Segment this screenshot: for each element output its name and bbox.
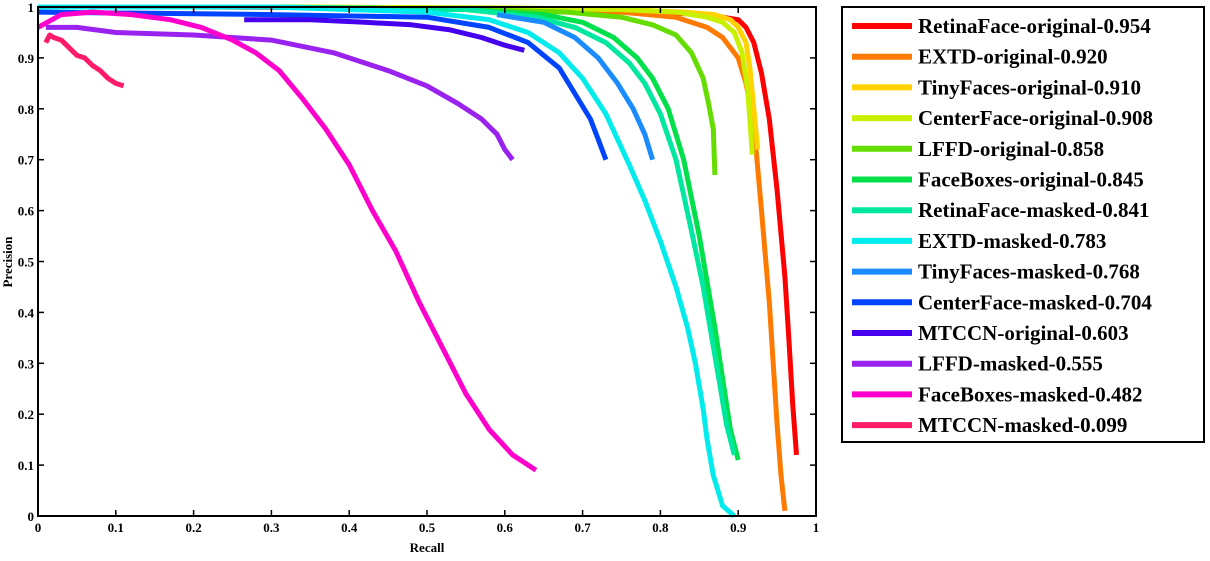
y-tick-label: 0.9 [18, 51, 35, 66]
series-line-12 [36, 9, 538, 473]
legend-label: MTCCN-masked-0.099 [918, 413, 1127, 437]
legend-label: CenterFace-original-0.908 [918, 106, 1153, 130]
y-axis-title: Precision [0, 236, 15, 288]
x-tick-label: 0.1 [108, 520, 124, 535]
legend-label: TinyFaces-original-0.910 [918, 75, 1141, 99]
legend-label: FaceBoxes-masked-0.482 [918, 382, 1143, 406]
x-tick-label: 0.6 [497, 520, 514, 535]
series-line-1 [38, 4, 788, 512]
legend-box [841, 6, 1205, 443]
series-line-0 [38, 4, 799, 456]
legend-item: LFFD-original-0.858 [852, 137, 1104, 161]
series-line-8 [496, 12, 655, 161]
series-line-7 [38, 4, 736, 518]
legend-label: RetinaFace-original-0.954 [918, 14, 1151, 38]
legend-item: TinyFaces-masked-0.768 [852, 260, 1140, 284]
x-tick-label: 0.4 [341, 520, 358, 535]
x-tick-label: 0 [35, 520, 42, 535]
legend-item: FaceBoxes-original-0.845 [852, 168, 1144, 192]
legend-item: MTCCN-original-0.603 [852, 321, 1129, 345]
axis-ticks: 0 0.1 0.2 0.3 0.4 0.5 0.6 0.7 0.8 0.9 1 0 0.1 0.2 0.3 0… [18, 0, 820, 535]
legend: RetinaFace-original-0.954 EXTD-original-0… [841, 6, 1205, 443]
legend-item: LFFD-masked-0.555 [852, 352, 1103, 376]
legend-item: TinyFaces-original-0.910 [852, 75, 1141, 99]
legend-item: FaceBoxes-masked-0.482 [852, 382, 1143, 406]
legend-label: MTCCN-original-0.603 [918, 321, 1129, 345]
series-line-10 [244, 17, 525, 53]
legend-label: TinyFaces-masked-0.768 [918, 260, 1140, 284]
legend-label: EXTD-original-0.920 [918, 45, 1108, 69]
legend-label: EXTD-masked-0.783 [918, 229, 1106, 253]
x-tick-label: 0.9 [730, 520, 747, 535]
legend-item: EXTD-original-0.920 [852, 45, 1108, 69]
x-axis-title: Recall [410, 540, 445, 555]
series-line-9 [37, 9, 609, 161]
y-tick-label: 1 [28, 0, 35, 15]
x-tick-label: 0.3 [263, 520, 280, 535]
legend-item: MTCCN-masked-0.099 [852, 413, 1127, 437]
legend-label: CenterFace-masked-0.704 [918, 290, 1152, 314]
x-tick-label: 0.8 [652, 520, 669, 535]
legend-label: RetinaFace-masked-0.841 [918, 198, 1150, 222]
y-tick-label: 0.7 [18, 153, 35, 168]
legend-label: LFFD-original-0.858 [918, 137, 1104, 161]
x-tick-label: 0.7 [574, 520, 591, 535]
legend-label: LFFD-masked-0.555 [918, 352, 1103, 376]
y-tick-label: 0.1 [18, 458, 34, 473]
legend-item: RetinaFace-original-0.954 [852, 14, 1151, 38]
legend-item: RetinaFace-masked-0.841 [852, 198, 1150, 222]
y-tick-label: 0.8 [18, 102, 35, 117]
curves-layer [36, 4, 799, 518]
y-tick-label: 0 [28, 509, 35, 524]
legend-item: CenterFace-masked-0.704 [852, 290, 1152, 314]
legend-item: EXTD-masked-0.783 [852, 229, 1106, 253]
y-tick-label: 0.2 [18, 407, 34, 422]
series-line-13 [43, 32, 125, 89]
x-tick-label: 0.5 [419, 520, 436, 535]
series-line-11 [45, 24, 515, 162]
x-tick-label: 0.2 [185, 520, 201, 535]
legend-label: FaceBoxes-original-0.845 [918, 168, 1144, 192]
y-tick-label: 0.4 [18, 305, 35, 320]
y-tick-label: 0.5 [18, 255, 35, 270]
x-tick-label: 1 [813, 520, 820, 535]
y-tick-label: 0.3 [18, 356, 35, 371]
y-tick-label: 0.6 [18, 204, 35, 219]
legend-item: CenterFace-original-0.908 [852, 106, 1153, 130]
